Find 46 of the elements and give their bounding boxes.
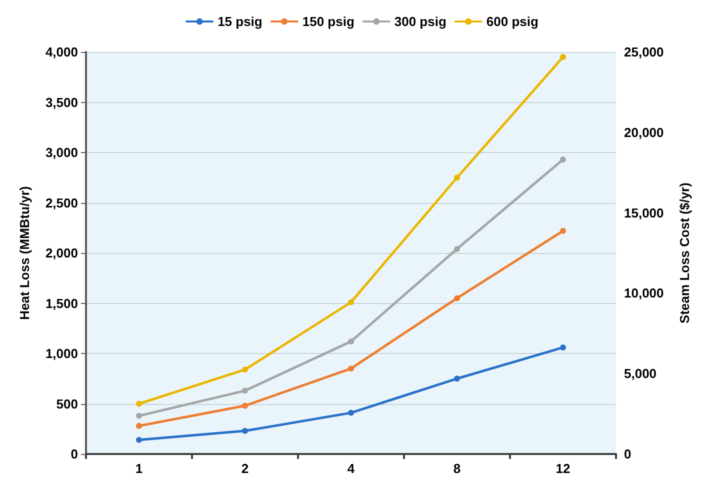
y2-tick-label: 15,000 [624, 205, 664, 220]
legend-label: 150 psig [302, 14, 354, 29]
point [136, 422, 142, 429]
legend-label: 600 psig [486, 14, 538, 29]
legend-label: 300 psig [394, 14, 446, 29]
y-tick-label: 4,000 [45, 44, 78, 60]
point [560, 344, 566, 350]
point [348, 410, 354, 416]
point [454, 376, 460, 382]
y-tick-label: 1,000 [45, 346, 78, 361]
point [136, 436, 142, 443]
y-tick-label: 0 [70, 446, 78, 462]
y-tick-label: 3,500 [45, 94, 78, 110]
y2-tick-label: 20,000 [624, 124, 664, 140]
point [242, 402, 248, 409]
y-axis-title: Heat Loss (MMBtu/yr) [17, 186, 32, 320]
y-tick-label: 1,500 [45, 296, 78, 311]
point [242, 366, 248, 373]
point [348, 299, 354, 306]
y2-tick-label: 0 [624, 446, 632, 462]
y-tick-label: 2,000 [45, 246, 78, 260]
legend-label: 15 psig [218, 14, 262, 29]
point [348, 366, 354, 372]
point [560, 156, 566, 163]
y-tick-label: 2,500 [45, 195, 78, 210]
point [136, 412, 142, 419]
x-tick-label: 8 [453, 461, 461, 476]
point [560, 228, 566, 234]
y2-tick-label: 5,000 [624, 366, 657, 382]
point [242, 428, 248, 434]
point [242, 388, 248, 394]
x-tick-label: 1 [135, 461, 143, 476]
point [454, 246, 460, 252]
point [348, 338, 354, 344]
point [454, 295, 460, 302]
y-tick-label: 3,000 [45, 145, 78, 160]
y2-axis-title: Steam Loss Cost ($/yr) [677, 182, 692, 324]
y2-tick-label: 25,000 [624, 44, 664, 60]
point [560, 54, 566, 60]
y2-tick-label: 10,000 [624, 286, 664, 301]
point [454, 174, 460, 181]
x-tick-label: 12 [556, 461, 570, 476]
point [136, 400, 142, 407]
x-tick-label: 2 [241, 461, 249, 476]
y-tick-label: 500 [56, 396, 78, 412]
x-tick-label: 4 [347, 461, 356, 476]
